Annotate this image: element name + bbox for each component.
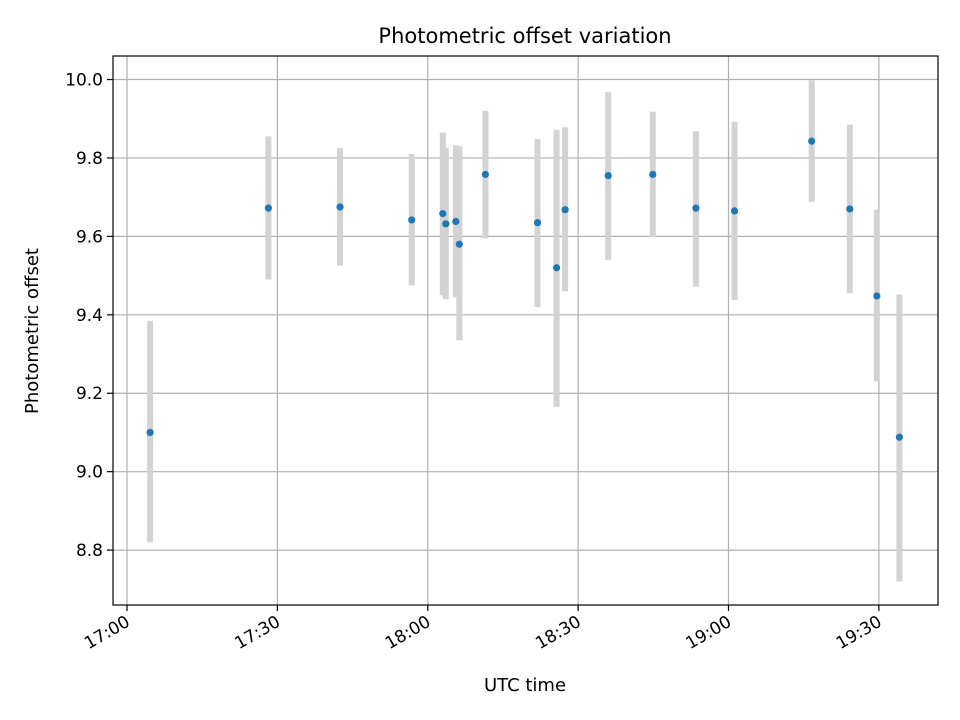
data-point	[336, 203, 344, 211]
data-point	[455, 240, 463, 248]
data-point	[808, 137, 816, 145]
y-tick-label: 9.8	[76, 149, 103, 169]
y-tick-label: 8.8	[76, 541, 103, 561]
data-point	[873, 292, 881, 300]
x-axis-label: UTC time	[484, 675, 566, 696]
data-points	[146, 137, 904, 441]
chart-title: Photometric offset variation	[378, 24, 671, 48]
data-point	[730, 207, 739, 215]
data-point	[146, 428, 154, 437]
data-point	[692, 204, 700, 212]
y-tick-label: 9.0	[76, 463, 103, 483]
y-axis: 8.8 9.0 9.2 9.4 9.6 9.8 10.0	[65, 71, 113, 561]
data-point	[264, 204, 272, 212]
data-point	[895, 433, 904, 441]
data-point	[481, 170, 490, 179]
y-tick-label: 9.2	[76, 384, 103, 404]
y-tick-label: 9.4	[76, 306, 103, 326]
data-point	[649, 170, 657, 179]
y-tick-label: 10.0	[65, 71, 103, 91]
data-point	[533, 219, 542, 227]
data-point	[439, 210, 447, 218]
data-point	[452, 217, 460, 226]
data-point	[442, 220, 450, 228]
data-point	[408, 216, 416, 224]
plot-area-frame	[112, 55, 939, 606]
data-point	[552, 264, 561, 272]
data-point	[846, 205, 854, 213]
data-point	[604, 172, 612, 180]
data-point	[561, 206, 569, 214]
y-tick-label: 9.6	[76, 227, 103, 247]
y-axis-label: Photometric offset	[22, 248, 43, 414]
